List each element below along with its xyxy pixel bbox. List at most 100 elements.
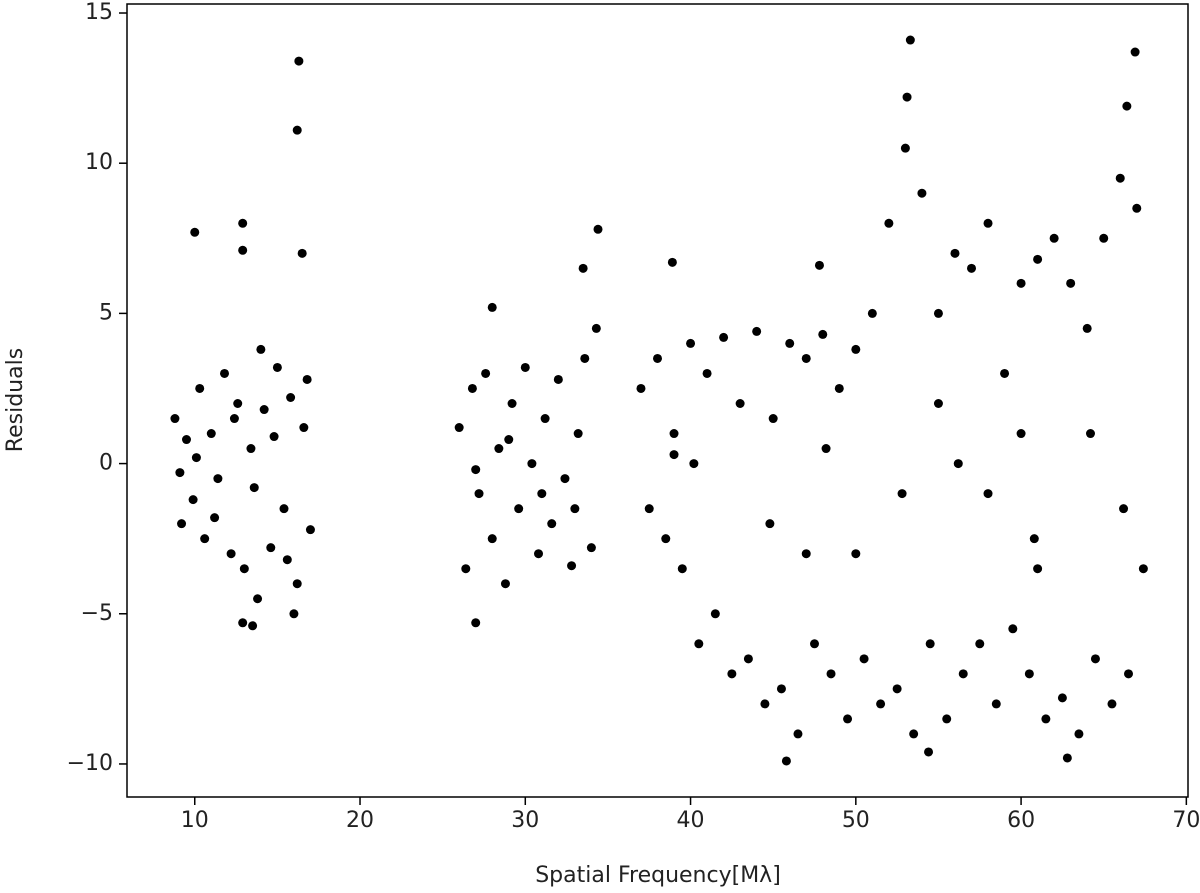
point [892,684,902,694]
point [471,465,481,475]
point [810,639,820,649]
point [917,188,927,198]
point [1041,714,1051,724]
point [669,450,679,460]
point [1122,101,1132,111]
point [924,747,934,757]
point [719,332,729,342]
point [299,423,309,433]
point [851,549,861,559]
point [289,609,299,619]
point [1057,693,1067,703]
point [487,302,497,312]
point [591,323,601,333]
point [801,549,811,559]
point [710,609,720,619]
point [884,218,894,228]
point [1119,504,1129,514]
point [765,519,775,529]
point [801,353,811,363]
point [177,519,187,529]
point [294,56,304,66]
point [188,495,198,505]
point [1029,534,1039,544]
point [226,549,236,559]
point [950,248,960,258]
point [900,143,910,153]
y-tick-label: 0 [99,451,113,476]
point [967,263,977,273]
point [669,429,679,439]
y-tick-label: 10 [85,150,113,175]
point [504,435,514,445]
point [580,353,590,363]
point [474,489,484,499]
point [942,714,952,724]
point [752,326,762,336]
point [818,329,828,339]
point [507,399,517,409]
point [266,543,276,553]
point [793,729,803,739]
point [1085,429,1095,439]
point [454,423,464,433]
point [494,444,504,454]
point [286,392,296,402]
point [170,414,180,424]
point [487,534,497,544]
point [644,504,654,514]
point [195,383,205,393]
x-tick-label: 70 [1172,808,1200,833]
point [653,353,662,363]
point [814,260,824,270]
x-tick-label: 60 [1007,808,1035,833]
point [975,639,985,649]
point [909,729,919,739]
point [958,669,968,679]
point [297,248,307,258]
point [925,639,935,649]
point [876,699,886,709]
point [175,468,185,478]
point [1066,278,1076,288]
point [540,414,550,424]
point [1016,429,1026,439]
point [238,618,248,628]
point [768,414,778,424]
x-tick-label: 50 [842,808,870,833]
point [983,218,993,228]
point [636,383,646,393]
point [191,453,201,463]
point [694,639,704,649]
point [1024,669,1034,679]
point [514,504,524,514]
point [1090,654,1100,664]
point [537,489,547,499]
point [467,383,477,393]
y-tick-label: 5 [99,300,113,325]
point [302,374,312,384]
point [305,525,315,535]
point [560,474,570,484]
point [586,543,596,553]
point [785,338,795,348]
point [248,621,258,631]
x-tick-label: 40 [677,808,705,833]
point [1033,254,1043,264]
point [1033,564,1043,574]
point [953,459,963,469]
point [843,714,853,724]
point [220,368,230,378]
point [238,245,248,255]
point [686,338,696,348]
point [593,224,603,234]
point [570,504,580,514]
point [481,368,491,378]
point [1099,233,1109,243]
point [735,399,745,409]
point [246,444,256,454]
point [206,429,216,439]
point [181,435,191,445]
point [238,218,248,228]
point [213,474,223,484]
